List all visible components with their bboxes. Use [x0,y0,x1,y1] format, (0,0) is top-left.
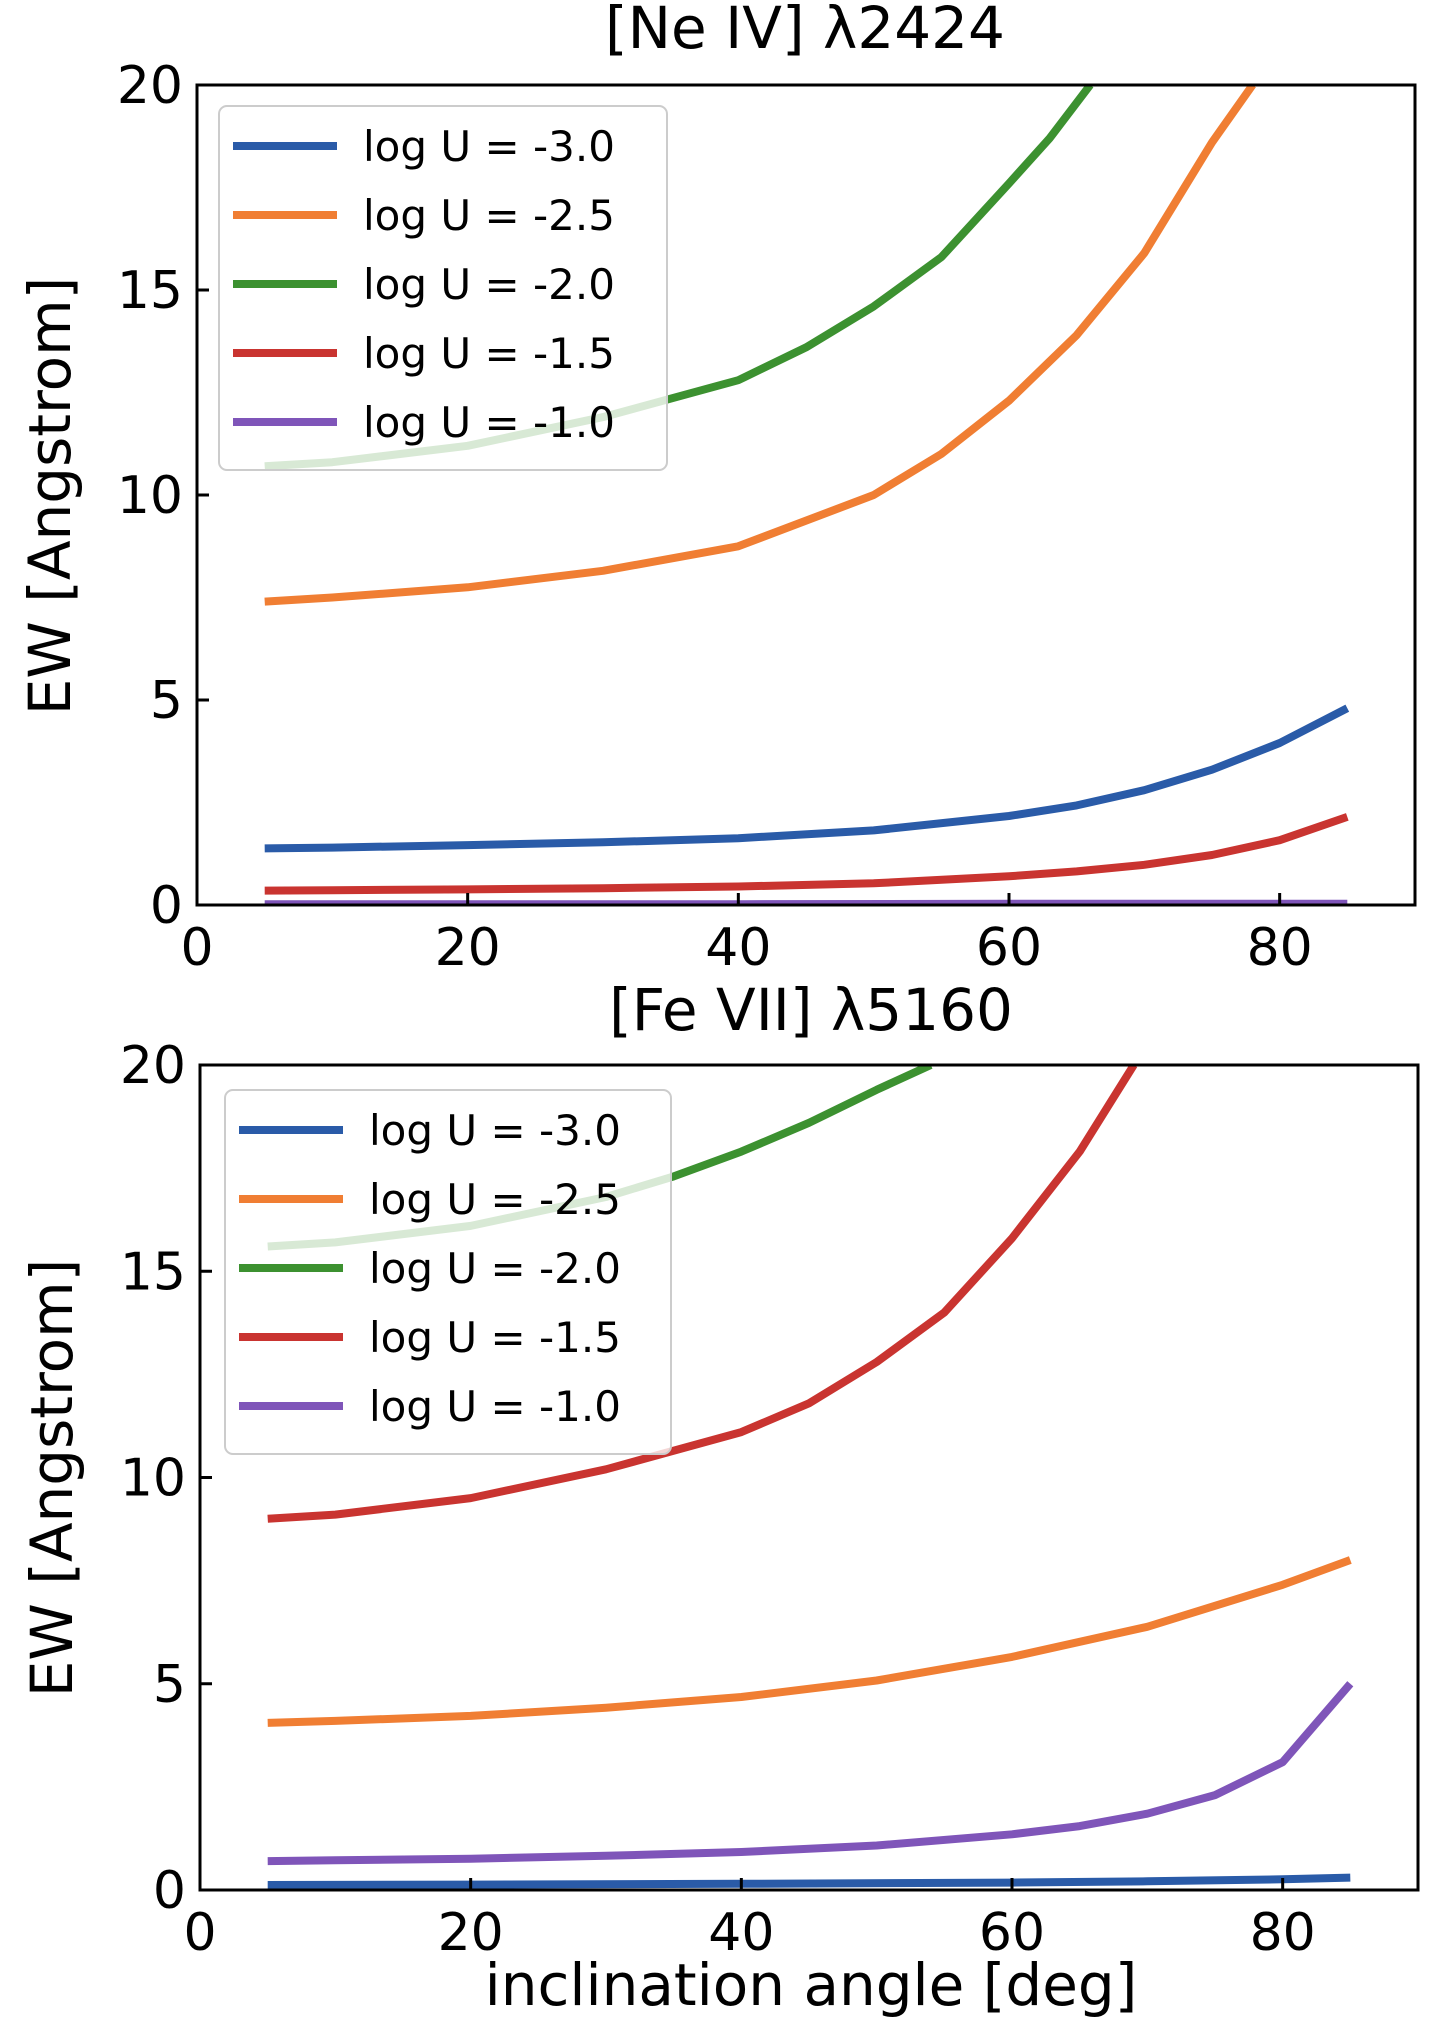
series-line [264,704,1350,853]
panel-ne-iv: [Ne IV] λ2424 EW [Angstrom] 0 20 40 60 80 0 5 1… [16,0,1417,978]
panel-title: [Ne IV] λ2424 [605,0,1005,62]
legend-label: log U = -1.0 [369,1382,621,1431]
y-tick-label: 15 [120,1242,186,1302]
x-tick-label: 0 [180,918,213,978]
x-tick-label: 80 [1250,1903,1316,1963]
x-tick-label: 40 [705,918,771,978]
y-axis-label: EW [Angstrom] [18,1259,86,1697]
y-tick-label: 0 [150,876,183,936]
series-line [264,85,1256,606]
y-tick-label: 0 [153,1861,186,1921]
x-tick-label: 0 [183,1903,216,1963]
y-tick-label: 10 [120,1449,186,1509]
series-line [267,1873,1351,1889]
series-line [267,1681,1354,1866]
legend: log U = -3.0 log U = -2.5 log U = -2.0 log … [218,105,668,471]
legend-label: log U = -2.0 [363,260,615,309]
y-tick-label: 20 [117,56,183,116]
x-tick-label: 60 [976,918,1042,978]
legend-label: log U = -2.5 [363,191,615,240]
series-line [267,1556,1352,1727]
x-tick-label: 40 [708,1903,774,1963]
legend-label: log U = -1.5 [363,329,615,378]
series-line [267,1065,1138,1523]
legend-label: log U = -1.5 [369,1313,621,1362]
x-tick-label: 80 [1247,918,1313,978]
series-line [264,813,1349,895]
legend-label: log U = -3.0 [363,122,615,171]
y-tick-label: 15 [117,261,183,321]
legend-label: log U = -3.0 [369,1106,621,1155]
x-axis-label: inclination angle [deg] [485,1951,1138,2018]
y-tick-label: 20 [120,1036,186,1096]
legend-label: log U = -1.0 [363,398,615,447]
legend-label: log U = -2.0 [369,1244,621,1293]
y-axis-label: EW [Angstrom] [16,277,84,715]
y-tick-label: 5 [153,1655,186,1715]
x-tick-label: 60 [979,1903,1045,1963]
x-tick-label: 20 [438,1903,504,1963]
legend-label: log U = -2.5 [369,1175,621,1224]
y-tick-label: 5 [150,671,183,731]
panel-title: [Fe VII] λ5160 [609,976,1013,1044]
legend-frame [218,105,668,471]
legend-frame [224,1089,672,1455]
x-tick-label: 20 [435,918,501,978]
y-tick-label: 10 [117,466,183,526]
legend: log U = -3.0 log U = -2.5 log U = -2.0 log … [224,1089,672,1455]
panel-fe-vii: [Fe VII] λ5160 EW [Angstrom] 0 20 40 60 80 0 5… [18,976,1420,1963]
